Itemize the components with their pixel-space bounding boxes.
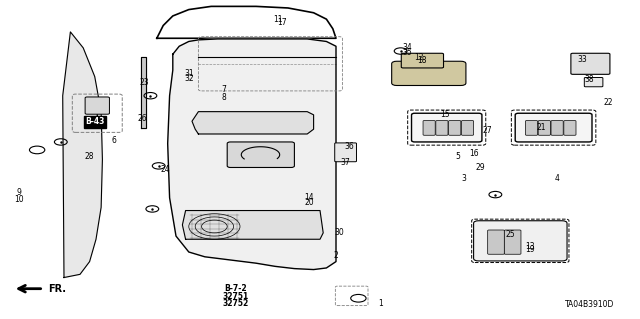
Text: 29: 29 (475, 163, 485, 172)
Text: 10: 10 (14, 195, 24, 204)
Text: 30: 30 (334, 228, 344, 237)
Text: 20: 20 (304, 198, 314, 207)
Text: 6: 6 (111, 136, 116, 145)
Polygon shape (141, 57, 146, 128)
Text: 34: 34 (403, 43, 413, 52)
Text: 37: 37 (340, 158, 351, 167)
FancyBboxPatch shape (85, 97, 109, 114)
Text: 16: 16 (468, 149, 479, 158)
FancyBboxPatch shape (504, 230, 521, 254)
Text: 38: 38 (584, 75, 594, 84)
FancyBboxPatch shape (227, 142, 294, 167)
Text: 21: 21 (536, 123, 545, 132)
FancyBboxPatch shape (412, 113, 482, 142)
Polygon shape (63, 32, 102, 278)
Text: 2: 2 (333, 251, 339, 260)
Text: FR.: FR. (48, 284, 66, 294)
Text: TA04B3910D: TA04B3910D (565, 300, 614, 309)
FancyBboxPatch shape (392, 61, 466, 85)
Text: 27: 27 (483, 126, 493, 135)
Text: 31: 31 (184, 69, 194, 78)
Text: 36: 36 (344, 142, 354, 151)
Text: 25: 25 (506, 230, 516, 239)
Text: 3: 3 (461, 174, 467, 183)
Polygon shape (168, 39, 336, 270)
Text: 1: 1 (378, 299, 383, 308)
Text: 15: 15 (440, 110, 450, 119)
FancyBboxPatch shape (401, 53, 444, 68)
Text: 14: 14 (304, 193, 314, 202)
Text: 19: 19 (525, 245, 535, 254)
Text: 13: 13 (525, 242, 535, 251)
FancyBboxPatch shape (436, 121, 448, 135)
FancyBboxPatch shape (461, 121, 474, 135)
FancyBboxPatch shape (423, 121, 435, 135)
Text: 12: 12 (415, 53, 424, 62)
Text: 11: 11 (274, 15, 283, 24)
FancyBboxPatch shape (584, 78, 603, 87)
Text: 23: 23 (139, 78, 149, 87)
Text: 35: 35 (403, 48, 413, 57)
Text: B-43: B-43 (85, 117, 104, 126)
FancyBboxPatch shape (525, 121, 538, 135)
Text: 32752: 32752 (222, 299, 249, 308)
FancyBboxPatch shape (515, 113, 592, 142)
Text: 8: 8 (221, 93, 227, 102)
FancyBboxPatch shape (474, 221, 567, 261)
Text: 18: 18 (418, 56, 427, 65)
FancyBboxPatch shape (335, 143, 356, 162)
FancyBboxPatch shape (449, 121, 461, 135)
Text: 22: 22 (604, 98, 612, 107)
Text: B-7-2: B-7-2 (224, 284, 247, 293)
Text: 28: 28 (85, 152, 94, 161)
Text: 32751: 32751 (222, 292, 249, 301)
FancyBboxPatch shape (488, 230, 504, 254)
FancyBboxPatch shape (564, 121, 576, 135)
Polygon shape (182, 211, 323, 239)
Text: 26: 26 (137, 114, 147, 122)
Text: 24: 24 (160, 165, 170, 174)
Text: 32: 32 (184, 74, 194, 83)
Text: 17: 17 (276, 18, 287, 27)
FancyBboxPatch shape (538, 121, 550, 135)
Text: 5: 5 (455, 152, 460, 161)
FancyBboxPatch shape (551, 121, 563, 135)
Text: 9: 9 (17, 189, 22, 197)
FancyBboxPatch shape (571, 53, 610, 74)
Text: 4: 4 (554, 174, 559, 183)
Text: 33: 33 (577, 55, 588, 63)
Text: 7: 7 (221, 85, 227, 94)
Polygon shape (192, 112, 314, 134)
